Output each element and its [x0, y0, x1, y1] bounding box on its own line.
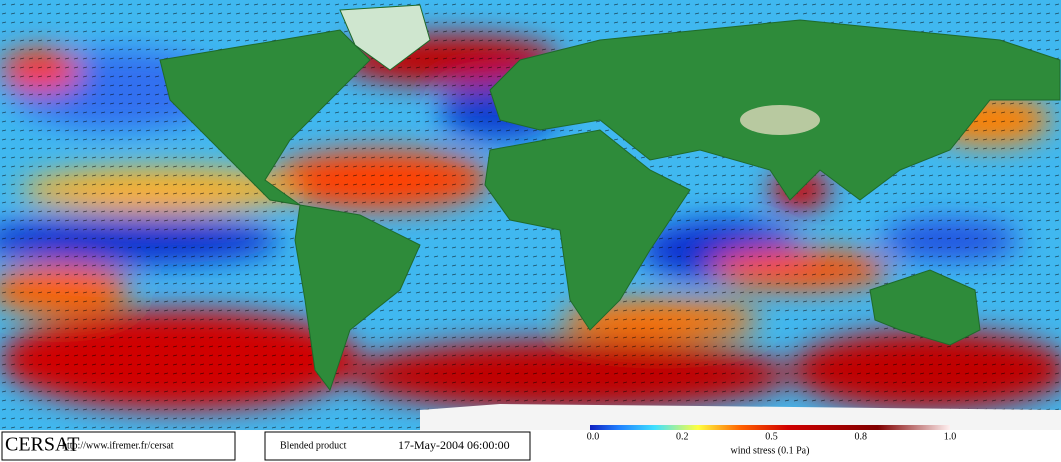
colorbar-label: wind stress (0.1 Pa) — [731, 445, 810, 456]
colorbar-tick-label: 0.8 — [855, 431, 868, 442]
footer: CERSAT http://www.ifremer.fr/cersat Blen… — [0, 425, 1061, 462]
timestamp: 17-May-2004 06:00:00 — [398, 438, 510, 452]
logo: CERSAT — [5, 434, 79, 456]
colorbar-tick-label: 0.5 — [765, 431, 778, 442]
url: http://www.ifremer.fr/cersat — [62, 440, 174, 451]
land — [159, 4, 1061, 430]
colorbar-tick-label: 1.0 — [944, 431, 957, 442]
colorbar — [590, 425, 950, 430]
colorbar-tick-label: 0.0 — [587, 431, 600, 442]
logo-box — [1, 431, 236, 461]
colorbar-tick-label: 0.2 — [676, 431, 689, 442]
info-box — [264, 431, 531, 461]
product: Blended product — [280, 440, 347, 451]
